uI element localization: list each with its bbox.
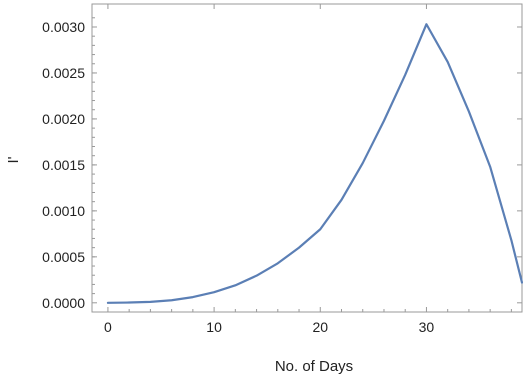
y-tick-label: 0.0005 (42, 249, 85, 265)
plot-frame (91, 3, 523, 313)
y-tick-label: 0.0020 (42, 111, 85, 127)
x-tick-label: 10 (206, 319, 222, 335)
y-axis-label: I' (5, 156, 22, 163)
y-tick-label: 0.0030 (42, 19, 85, 35)
x-axis: 0 10 20 30 (104, 4, 512, 335)
y-tick-label: 0.0025 (42, 65, 85, 81)
series-line (106, 23, 523, 304)
y-tick-label: 0.0010 (42, 203, 85, 219)
series-layer (106, 23, 523, 304)
x-tick-label: 0 (104, 319, 112, 335)
y-axis: 0.0000 0.0005 0.0010 0.0015 0.0020 0.0025 0.00… (42, 17, 522, 311)
y-tick-label: 0.0000 (42, 295, 85, 311)
x-axis-label: No. of Days (275, 358, 353, 375)
y-tick-label: 0.0015 (42, 157, 85, 173)
x-tick-label: 30 (419, 319, 435, 335)
x-tick-label: 20 (312, 319, 328, 335)
